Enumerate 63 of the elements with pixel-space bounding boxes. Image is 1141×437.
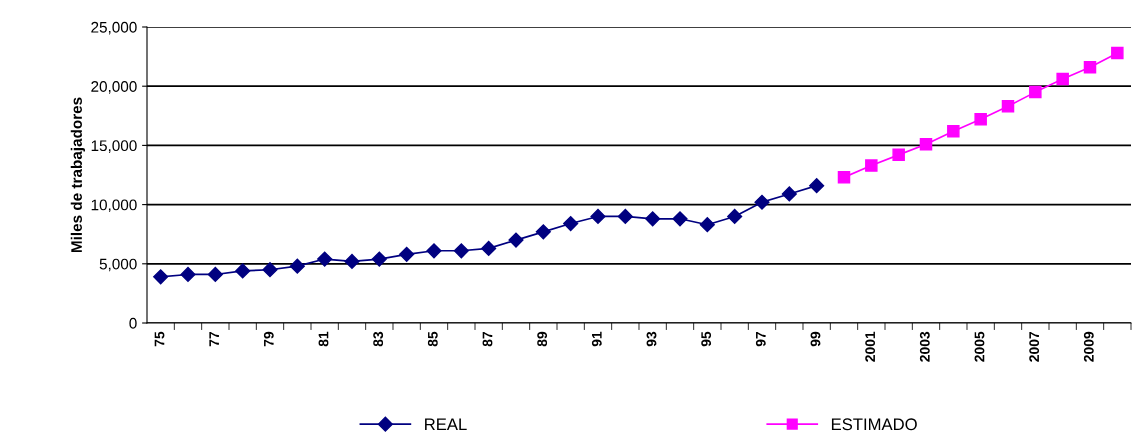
x-tick-label: 81 [318,331,329,347]
x-tick-label: 85 [427,331,438,347]
point [481,240,497,256]
y-tick-label: 5,000 [99,258,137,272]
x-tick-label: 97 [755,331,766,347]
point [426,243,442,259]
x-tick-label: 99 [810,331,821,347]
point [535,224,551,240]
x-tick-label: 83 [373,331,384,347]
y-tick-label: 20,000 [91,81,137,94]
point [617,208,633,225]
legend-label: ESTIMADO [831,418,917,431]
x-tick-label: 91 [591,331,602,347]
point [1056,72,1069,86]
point [645,211,661,227]
point [262,262,278,278]
point [453,243,469,259]
point [672,211,688,227]
x-tick-label: 2005 [974,331,985,362]
point [727,208,743,225]
y-tick-label: 0 [129,317,137,329]
x-tick-label: 2001 [865,331,876,362]
y-tick-label: 10,000 [91,199,137,213]
point [399,246,415,262]
point [699,217,715,233]
point [974,113,987,126]
x-tick-label: 79 [263,331,274,347]
point [180,266,196,283]
point [892,148,905,162]
point [947,124,960,138]
y-tick-label: 15,000 [91,140,137,153]
x-tick-label: 87 [482,331,493,347]
x-tick-label: 93 [646,331,657,347]
y-axis-title: Miles de trabajadores [70,97,85,253]
point [809,178,825,194]
point [781,186,797,202]
point [590,208,606,225]
point [508,232,524,248]
point [289,258,305,274]
point [1001,100,1015,113]
x-tick-label: 77 [209,331,219,347]
point [865,159,878,172]
point [153,269,169,285]
point [344,253,360,270]
legend-label: REAL [425,418,467,430]
point [563,215,579,232]
x-tick-label: 75 [154,331,165,347]
point [235,263,251,279]
y-tick-label: 25,000 [91,21,137,35]
point [1083,61,1097,74]
point [317,251,333,267]
point [919,137,933,151]
x-tick-label: 2009 [1083,331,1094,362]
x-tick-label: 89 [537,331,548,347]
point [207,266,223,283]
point [837,171,851,184]
point [754,194,770,210]
point [1111,46,1124,60]
x-tick-label: 95 [701,331,712,347]
point [1029,85,1042,99]
point [371,251,387,267]
x-tick-label: 2003 [919,331,930,362]
x-tick-label: 2007 [1029,331,1040,362]
